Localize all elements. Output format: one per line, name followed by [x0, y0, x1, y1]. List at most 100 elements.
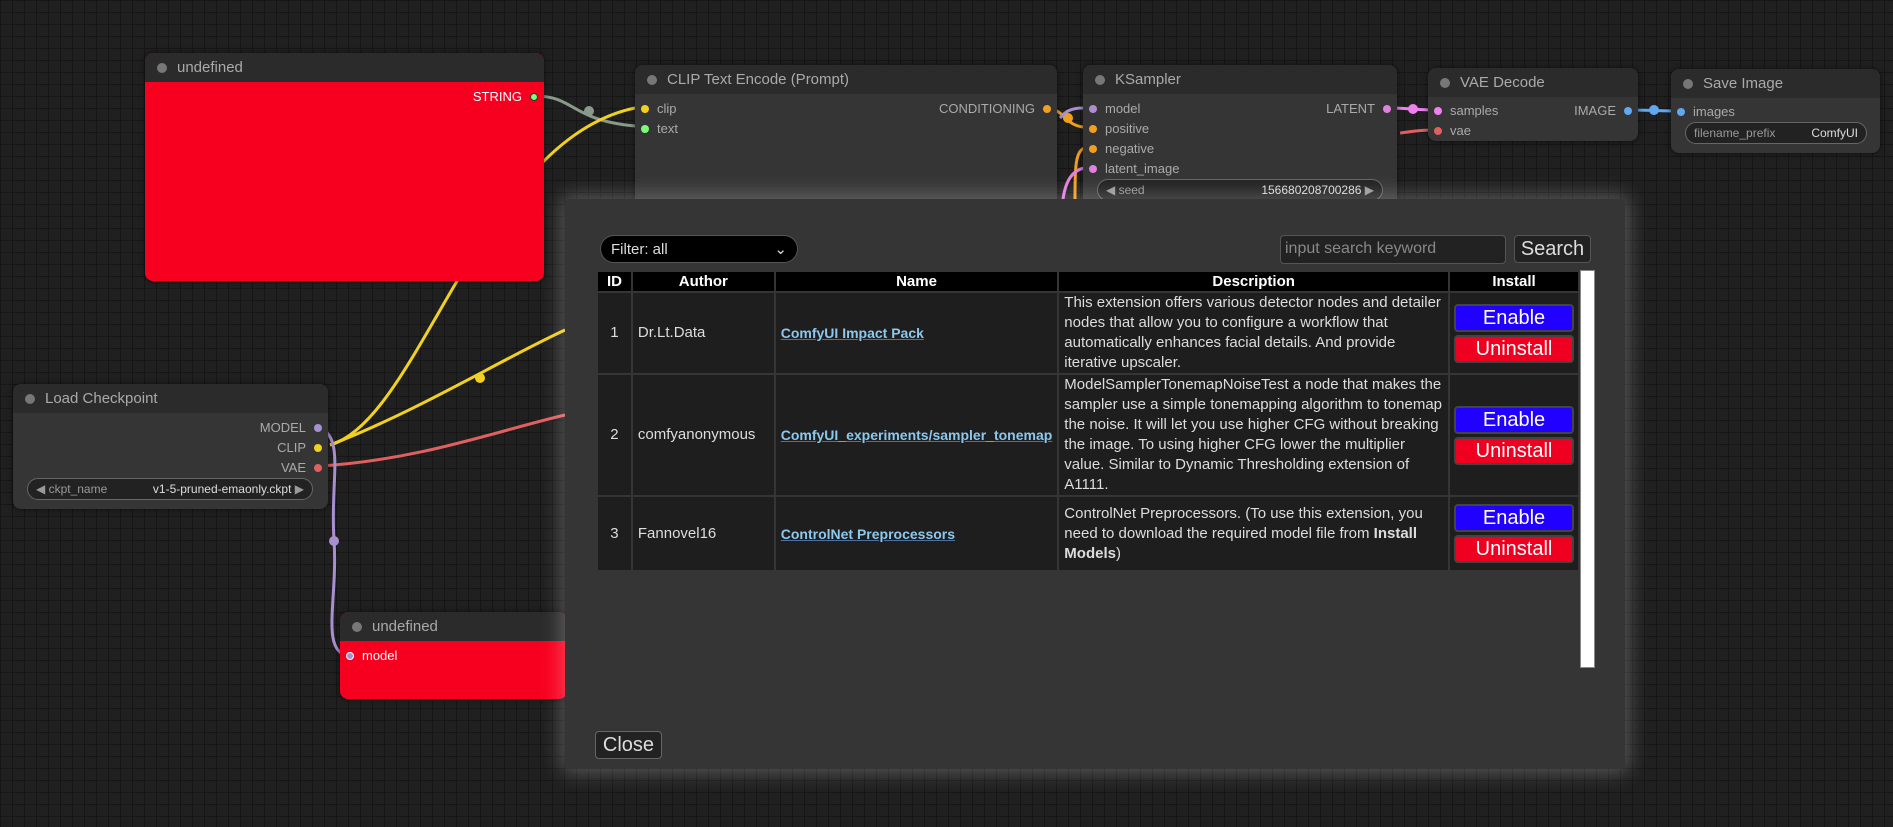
enable-button[interactable]: Enable — [1454, 303, 1574, 332]
collapse-dot-icon[interactable] — [647, 74, 657, 85]
input-positive[interactable]: positive — [1089, 121, 1149, 136]
description-end: ) — [1115, 544, 1121, 562]
uninstall-button[interactable]: Uninstall — [1454, 334, 1574, 363]
slot-label: positive — [1105, 121, 1150, 136]
slot-dot-icon — [346, 651, 354, 660]
cell-install: Enable Uninstall — [1448, 495, 1580, 572]
ckpt-label: ckpt_name — [48, 482, 108, 496]
filter-value: Filter: all — [611, 240, 668, 258]
seed-label: ◀ seed — [1106, 183, 1145, 197]
input-model[interactable]: model — [346, 648, 397, 663]
ksampler-node[interactable]: KSampler model positive negative latent_… — [1083, 65, 1397, 215]
collapse-dot-icon[interactable] — [157, 62, 167, 73]
slot-dot-icon — [314, 463, 322, 472]
node-title: CLIP Text Encode (Prompt) — [667, 71, 850, 88]
save-image-node[interactable]: Save Image images filename_prefix ComfyUI — [1671, 69, 1880, 153]
slot-dot-icon — [1089, 104, 1097, 113]
undefined-node-string[interactable]: undefined STRING — [145, 53, 544, 281]
enable-button[interactable]: Enable — [1454, 405, 1574, 434]
uninstall-button[interactable]: Uninstall — [1454, 535, 1574, 563]
load-checkpoint-node[interactable]: Load Checkpoint MODEL CLIP VAE ◀ ckpt_na… — [13, 384, 328, 509]
slot-dot-icon — [1043, 104, 1051, 113]
slot-dot-icon — [1434, 126, 1442, 135]
filename-prefix-widget[interactable]: filename_prefix ComfyUI — [1685, 122, 1867, 144]
input-text[interactable]: text — [641, 121, 678, 136]
undefined-node-model[interactable]: undefined model — [340, 612, 567, 699]
cell-author: Dr.Lt.Data — [630, 291, 776, 375]
output-conditioning[interactable]: CONDITIONING — [939, 101, 1051, 116]
collapse-dot-icon[interactable] — [352, 621, 362, 632]
extension-link[interactable]: ComfyUI Impact Pack — [773, 291, 1060, 375]
slot-dot-icon — [1383, 104, 1391, 113]
slot-label: negative — [1105, 141, 1155, 156]
chevron-down-icon: ⌄ — [774, 241, 787, 258]
slot-dot-icon — [1624, 106, 1632, 115]
seed-label-text: seed — [1118, 183, 1145, 197]
search-input[interactable]: input search keyword — [1280, 235, 1506, 264]
slot-label: images — [1693, 104, 1735, 119]
input-clip[interactable]: clip — [641, 101, 677, 116]
prefix-label: filename_prefix — [1694, 126, 1776, 140]
search-button[interactable]: Search — [1514, 235, 1591, 263]
seed-widget[interactable]: ◀ seed 156680208700286 ▶ — [1097, 179, 1383, 201]
slot-dot-icon — [641, 124, 649, 133]
ckpt-value: v1-5-pruned-emaonly.ckpt — [152, 482, 292, 496]
slot-label: latent_image — [1105, 161, 1180, 176]
uninstall-button[interactable]: Uninstall — [1454, 436, 1574, 465]
output-vae[interactable]: VAE — [281, 460, 322, 475]
extension-link[interactable]: ControlNet Preprocessors — [773, 495, 1060, 572]
filter-select[interactable]: Filter: all ⌄ — [600, 235, 798, 263]
slot-dot-icon — [530, 92, 538, 101]
ckpt-name-widget[interactable]: ◀ ckpt_name v1-5-pruned-emaonly.ckpt ▶ — [27, 478, 313, 500]
header-description: Description — [1057, 270, 1450, 293]
table-row: 3 Fannovel16 ControlNet Preprocessors Co… — [596, 495, 1580, 572]
output-string[interactable]: STRING — [473, 89, 538, 104]
input-samples[interactable]: samples — [1434, 103, 1498, 118]
input-vae[interactable]: vae — [1434, 123, 1471, 138]
cell-install: Enable Uninstall — [1448, 291, 1580, 375]
header-id: ID — [596, 270, 633, 293]
extension-link[interactable]: ComfyUI_experiments/sampler_tonemap — [773, 373, 1060, 497]
clip-text-encode-node[interactable]: CLIP Text Encode (Prompt) clip text COND… — [635, 65, 1057, 215]
slot-label: LATENT — [1326, 101, 1375, 116]
slot-label: STRING — [472, 89, 522, 104]
cell-id: 1 — [596, 291, 633, 375]
slot-label: VAE — [280, 460, 306, 475]
input-images[interactable]: images — [1677, 104, 1735, 119]
slot-label: vae — [1450, 123, 1471, 138]
vae-decode-node[interactable]: VAE Decode samples vae IMAGE — [1428, 68, 1638, 141]
enable-button[interactable]: Enable — [1454, 504, 1574, 532]
output-clip[interactable]: CLIP — [277, 440, 322, 455]
node-title: VAE Decode — [1460, 74, 1545, 91]
custom-nodes-manager-dialog: Filter: all ⌄ input search keyword Search… — [565, 199, 1625, 769]
table-row: 1 Dr.Lt.Data ComfyUI Impact Pack This ex… — [596, 291, 1580, 375]
slot-dot-icon — [641, 104, 649, 113]
node-title: undefined — [372, 618, 438, 635]
seed-value: 156680208700286 — [1261, 183, 1362, 197]
header-name: Name — [773, 270, 1060, 293]
close-button[interactable]: Close — [595, 731, 662, 759]
input-model[interactable]: model — [1089, 101, 1140, 116]
slot-dot-icon — [1089, 164, 1097, 173]
table-row: 2 comfyanonymous ComfyUI_experiments/sam… — [596, 373, 1580, 497]
slot-dot-icon — [314, 443, 322, 452]
extensions-table: ID Author Name Description Install 1 Dr.… — [596, 270, 1580, 572]
node-title: Save Image — [1703, 75, 1784, 92]
output-model[interactable]: MODEL — [260, 420, 322, 435]
collapse-dot-icon[interactable] — [1683, 78, 1693, 89]
table-scrollbar[interactable] — [1580, 270, 1595, 668]
output-latent[interactable]: LATENT — [1326, 101, 1391, 116]
input-negative[interactable]: negative — [1089, 141, 1154, 156]
collapse-dot-icon[interactable] — [25, 393, 35, 404]
collapse-dot-icon[interactable] — [1095, 74, 1105, 85]
input-latent-image[interactable]: latent_image — [1089, 161, 1179, 176]
output-image[interactable]: IMAGE — [1574, 103, 1632, 118]
cell-description: ControlNet Preprocessors. (To use this e… — [1057, 495, 1450, 572]
cell-install: Enable Uninstall — [1448, 373, 1580, 497]
slot-dot-icon — [1677, 107, 1685, 116]
header-install: Install — [1448, 270, 1580, 293]
collapse-dot-icon[interactable] — [1440, 77, 1450, 88]
slot-label: CONDITIONING — [938, 101, 1035, 116]
slot-dot-icon — [1089, 144, 1097, 153]
prefix-value: ComfyUI — [1811, 126, 1858, 140]
